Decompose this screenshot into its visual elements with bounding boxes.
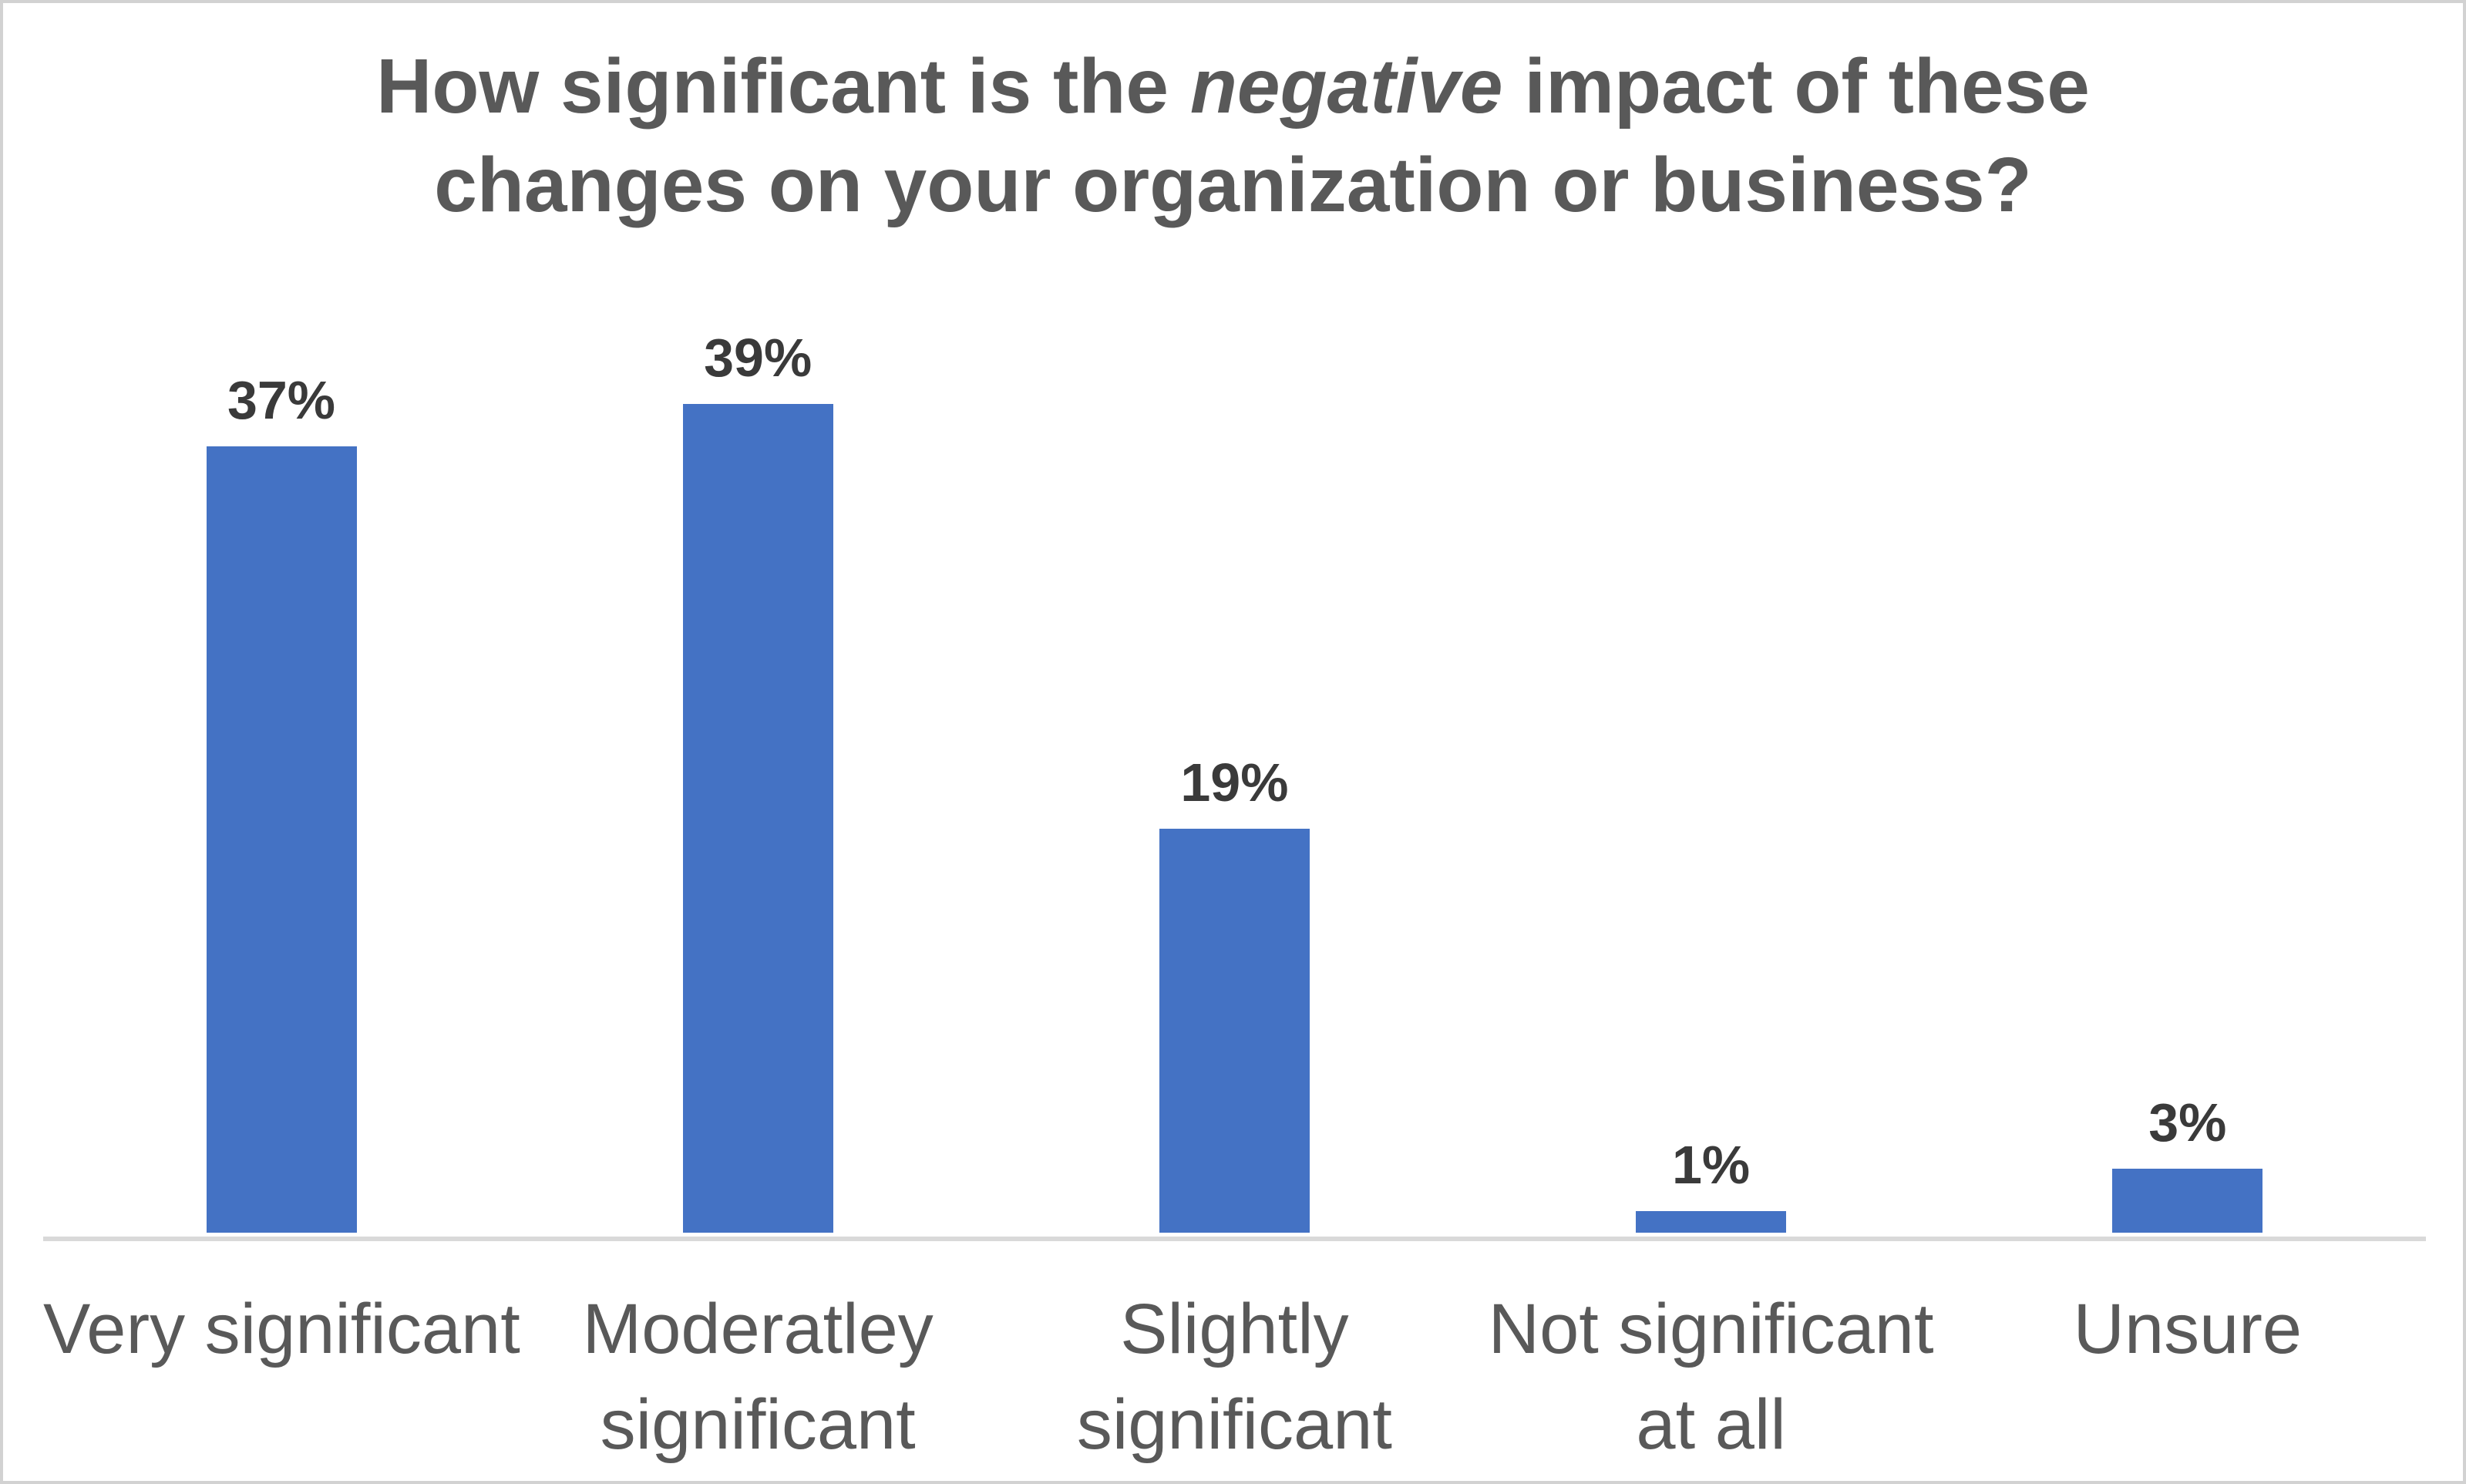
- category-label-line: Not significant: [1488, 1290, 1934, 1368]
- category-label-line: Unsure: [2073, 1290, 2303, 1368]
- category-label-line: significant: [600, 1385, 916, 1464]
- value-label: 3%: [2148, 1092, 2227, 1153]
- category-label-line: Very significant: [43, 1290, 520, 1368]
- value-label: 39%: [704, 327, 812, 388]
- bar: [682, 403, 833, 1233]
- chart-title-segment: How significant is the: [376, 43, 1190, 130]
- category-label: Unsure: [1950, 1281, 2426, 1377]
- category-label: Very significant: [43, 1281, 520, 1377]
- bar-slot: 19%: [996, 752, 1472, 1233]
- chart-title: How significant is the negative impact o…: [3, 37, 2463, 234]
- bar-slot: 37%: [43, 369, 520, 1233]
- bar: [1636, 1211, 1787, 1233]
- chart-title-line-1: How significant is the negative impact o…: [3, 37, 2463, 136]
- bar: [2112, 1169, 2263, 1233]
- category-label: Moderatley significant: [520, 1281, 996, 1472]
- category-label: Slightly significant: [996, 1281, 1472, 1472]
- x-axis-line: [43, 1237, 2426, 1241]
- category-label-line: Moderatley: [582, 1290, 934, 1368]
- bar-slot: 39%: [520, 327, 996, 1233]
- bar-slot: 1%: [1473, 1134, 1950, 1233]
- value-label: 1%: [1672, 1135, 1751, 1196]
- category-label-line: Slightly: [1120, 1290, 1349, 1368]
- plot-area: 37% Very significant 39% Moderatley signi…: [3, 3, 2463, 1481]
- value-label: 37%: [227, 369, 336, 430]
- bar: [1159, 829, 1310, 1233]
- category-label-line: significant: [1076, 1385, 1392, 1464]
- bar-slot: 3%: [1950, 1092, 2426, 1233]
- chart-title-segment: impact of these: [1502, 43, 2090, 130]
- chart-title-line-2: changes on your organization or business…: [434, 142, 2032, 228]
- value-label: 19%: [1180, 752, 1289, 813]
- category-label: Not significant at all: [1473, 1281, 1950, 1472]
- bar: [206, 446, 357, 1233]
- category-label-line: at all: [1636, 1385, 1786, 1464]
- chart-title-italic-word: negative: [1189, 43, 1503, 130]
